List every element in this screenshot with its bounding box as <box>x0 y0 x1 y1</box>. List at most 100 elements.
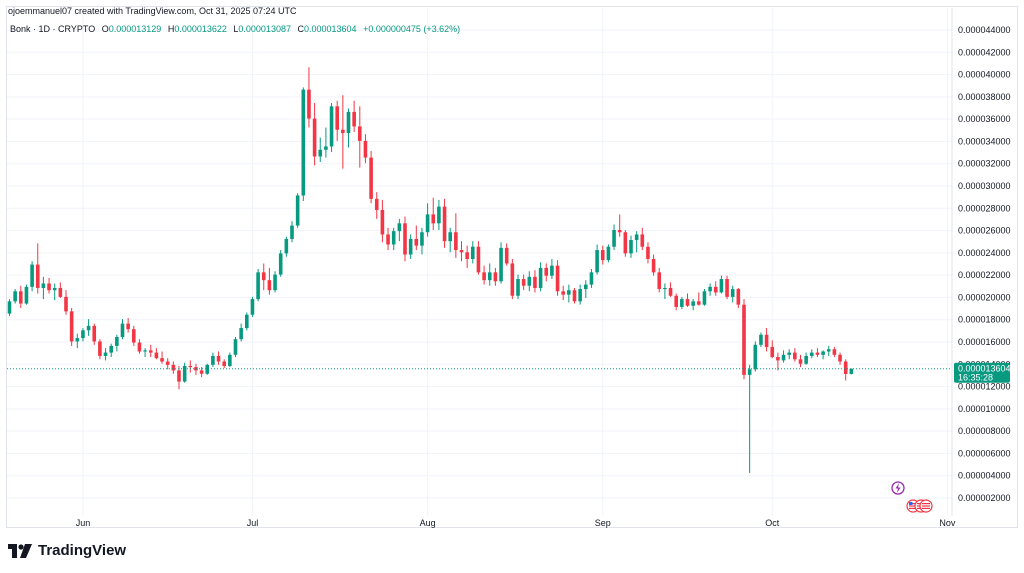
chart-frame <box>6 6 1018 528</box>
candle <box>781 350 786 363</box>
candle <box>561 285 565 301</box>
candle <box>634 231 639 253</box>
lightning-icon[interactable] <box>891 481 905 495</box>
chart-credit: ojoemmanuel07 created with TradingView.c… <box>8 6 297 16</box>
y-tick-label: 0.000030000 <box>958 181 1011 191</box>
candle-body <box>41 283 46 288</box>
candle <box>75 333 80 349</box>
candle <box>759 332 763 348</box>
candle <box>600 245 605 265</box>
tradingview-logo-icon <box>8 543 32 558</box>
candle-body <box>815 352 820 355</box>
y-tick-label: 0.000036000 <box>958 114 1011 124</box>
y-tick-label: 0.000002000 <box>958 493 1011 503</box>
candle <box>832 347 837 358</box>
candle-body <box>719 279 724 293</box>
candle <box>216 351 221 365</box>
candle <box>826 345 831 356</box>
candle-body <box>527 276 532 286</box>
candle <box>753 341 758 372</box>
candle <box>256 269 260 302</box>
candle <box>843 359 848 381</box>
symbol-label[interactable]: Bonk · 1D · CRYPTO <box>10 24 96 34</box>
candle <box>499 242 503 284</box>
candle <box>646 242 650 264</box>
x-tick-label: Jul <box>247 518 259 528</box>
candle-body <box>431 214 436 224</box>
candle-body <box>516 279 520 296</box>
candle-body <box>499 247 503 282</box>
candle-body <box>606 246 611 261</box>
candle-body <box>391 231 396 245</box>
candle-body <box>171 364 176 371</box>
y-tick-label: 0.000022000 <box>958 270 1011 280</box>
candle <box>312 102 317 166</box>
candle <box>770 340 775 359</box>
x-tick-label: Aug <box>420 518 436 528</box>
candle <box>538 262 543 292</box>
candle <box>194 363 198 375</box>
candle <box>702 289 707 306</box>
candle-body <box>697 301 701 305</box>
candle-body <box>617 230 622 233</box>
candle-body <box>459 250 464 253</box>
y-tick-label: 0.000028000 <box>958 203 1011 213</box>
candle-body <box>143 350 147 352</box>
candle <box>148 344 153 358</box>
candle <box>352 100 356 132</box>
candle-body <box>584 284 588 290</box>
candle-body <box>680 299 684 307</box>
candle <box>663 283 667 300</box>
candle <box>487 263 492 286</box>
y-tick-label: 0.000008000 <box>958 426 1011 436</box>
candle-body <box>578 289 582 302</box>
candle-body <box>448 232 452 242</box>
candle <box>476 241 481 275</box>
candle-body <box>510 263 515 296</box>
candle <box>747 364 752 473</box>
candle-body <box>685 299 690 306</box>
candle <box>776 352 780 371</box>
candle-body <box>109 345 113 353</box>
candle <box>584 280 588 298</box>
y-tick-label: 0.000020000 <box>958 292 1011 302</box>
candle <box>674 293 678 311</box>
us-flag-icon[interactable] <box>919 499 933 513</box>
candle-body <box>103 352 108 356</box>
candle <box>103 348 108 361</box>
tradingview-brand[interactable]: TradingView <box>8 542 126 559</box>
candle <box>454 213 458 258</box>
candle <box>47 277 51 294</box>
candle-body <box>555 265 560 292</box>
y-tick-label: 0.000026000 <box>958 226 1011 236</box>
candle <box>810 349 814 359</box>
candle-body <box>256 272 260 300</box>
candle-body <box>454 232 458 251</box>
candle-body <box>725 279 729 297</box>
candle <box>41 276 46 300</box>
candle-body <box>708 286 712 292</box>
candle-body <box>821 351 825 355</box>
candle <box>380 199 385 243</box>
candle-body <box>64 296 68 312</box>
candle-body <box>165 361 170 365</box>
candle <box>374 192 379 219</box>
candle-body <box>374 198 379 210</box>
candle-body <box>572 290 577 302</box>
y-tick-label: 0.000004000 <box>958 471 1011 481</box>
candle <box>267 267 272 295</box>
candle <box>7 299 12 316</box>
candle-body <box>787 352 791 355</box>
candle-body <box>194 367 198 371</box>
candle-body <box>487 272 492 281</box>
ohlc-legend: Bonk · 1D · CRYPTO O0.000013129 H0.00001… <box>10 24 460 34</box>
candle-body <box>759 334 763 345</box>
candle-body <box>764 334 769 348</box>
candle <box>109 343 113 358</box>
candle-body <box>92 325 97 342</box>
y-tick-label: 0.000038000 <box>958 92 1011 102</box>
candle <box>397 218 402 242</box>
candle-body <box>747 369 752 375</box>
candle <box>465 245 469 268</box>
